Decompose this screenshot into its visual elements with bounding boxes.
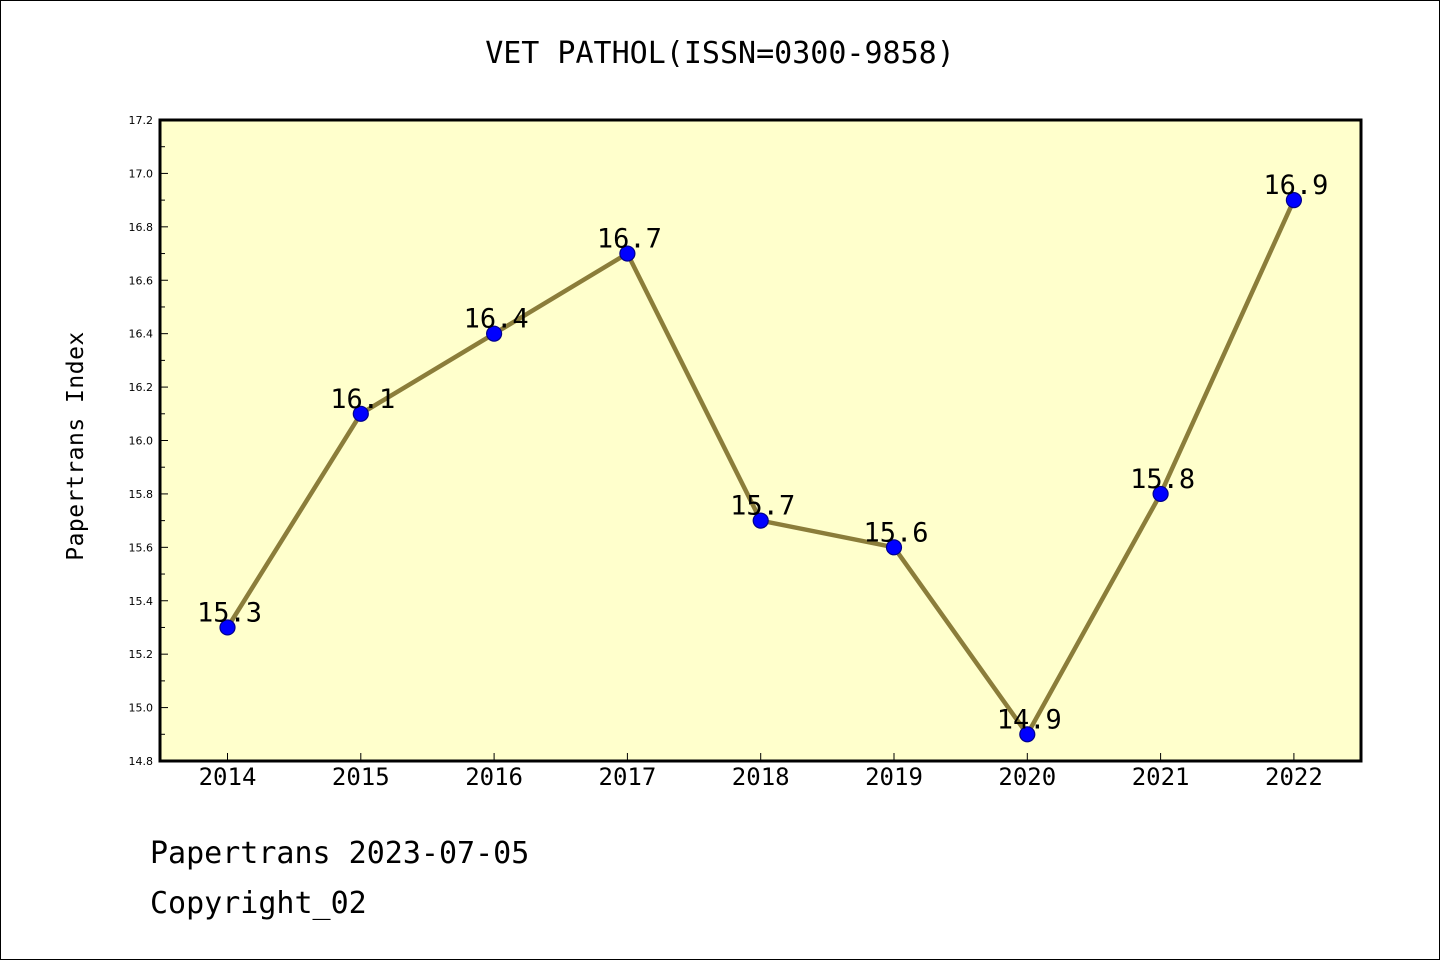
data-label: 15.3 bbox=[197, 597, 262, 628]
x-tick-label: 2017 bbox=[599, 763, 657, 791]
x-tick-label: 2015 bbox=[332, 763, 390, 791]
footer-copyright: Copyright_02 bbox=[150, 886, 367, 921]
x-tick-label: 2016 bbox=[465, 763, 523, 791]
y-tick-label: 16.6 bbox=[129, 274, 154, 287]
x-tick-label: 2018 bbox=[732, 763, 790, 791]
x-axis: 2014 2015 2016 2017 2018 2019 2020 2021 2022 bbox=[199, 753, 1323, 791]
x-tick-label: 2020 bbox=[998, 763, 1056, 791]
y-tick-label: 16.2 bbox=[129, 381, 154, 394]
x-tick-label: 2019 bbox=[865, 763, 923, 791]
data-point bbox=[1152, 485, 1169, 503]
data-label: 16.1 bbox=[330, 384, 395, 415]
data-point bbox=[752, 512, 769, 529]
data-point bbox=[219, 619, 236, 636]
data-markers bbox=[219, 192, 1303, 743]
data-point bbox=[486, 325, 503, 342]
x-tick-label: 2014 bbox=[199, 763, 257, 791]
y-tick-label: 17.2 bbox=[129, 114, 154, 127]
y-tick-label: 17.0 bbox=[129, 167, 154, 180]
data-label: 16.9 bbox=[1263, 170, 1328, 201]
y-tick-label: 15.2 bbox=[129, 648, 154, 661]
data-point bbox=[1019, 726, 1036, 743]
plot-border bbox=[158, 118, 1363, 763]
data-point bbox=[619, 245, 636, 262]
y-tick-label: 16.8 bbox=[129, 221, 154, 234]
x-tick-label: 2022 bbox=[1265, 763, 1323, 791]
chart-title: VET PATHOL(ISSN=0300-9858) bbox=[485, 36, 955, 71]
y-tick-label: 15.0 bbox=[129, 702, 154, 715]
data-point bbox=[352, 405, 369, 422]
footer-date: Papertrans 2023-07-05 bbox=[150, 836, 530, 871]
y-tick-label: 15.4 bbox=[129, 595, 154, 608]
data-point bbox=[885, 539, 903, 556]
data-label: 16.7 bbox=[597, 224, 662, 255]
data-label: 15.8 bbox=[1130, 464, 1195, 495]
y-tick-label: 14.8 bbox=[129, 755, 154, 768]
plot-area bbox=[160, 120, 1361, 761]
y-tick-label: 16.4 bbox=[129, 328, 154, 341]
y-tick-label: 15.8 bbox=[129, 488, 154, 501]
y-tick-label: 16.0 bbox=[129, 435, 154, 448]
y-tick-label: 15.6 bbox=[129, 541, 154, 554]
data-point bbox=[1285, 192, 1303, 209]
data-label: 14.9 bbox=[997, 704, 1062, 735]
x-tick-label: 2021 bbox=[1132, 763, 1190, 791]
data-label: 15.7 bbox=[730, 491, 795, 522]
data-label: 15.6 bbox=[863, 517, 928, 548]
data-label: 16.4 bbox=[464, 304, 529, 335]
y-axis: 14.8 15.0 15.2 15.4 15.6 15.8 16.0 16.2 16.4 16.6… bbox=[129, 114, 168, 768]
data-labels: 15.3 16.1 16.4 16.7 15.7 15.6 14.9 15.8 16.9 bbox=[197, 170, 1328, 735]
